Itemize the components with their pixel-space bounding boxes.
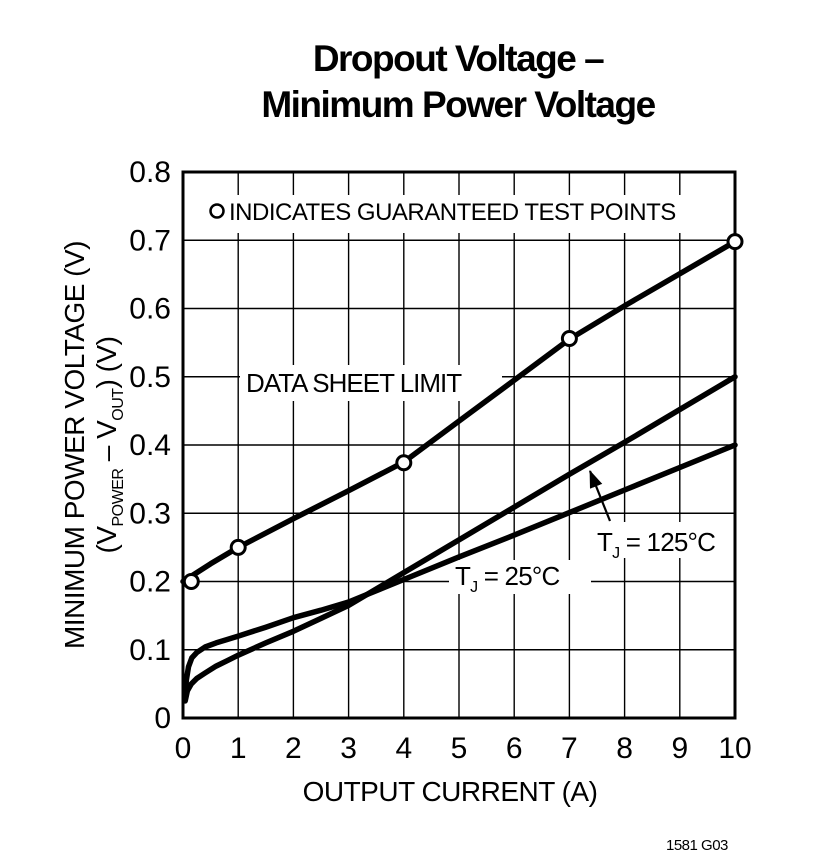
x-tick-label: 6 <box>506 732 523 765</box>
chart-title-line2: Minimum Power Voltage <box>261 84 656 125</box>
y-tick-label: 0.2 <box>129 566 171 599</box>
x-tick-label: 4 <box>395 732 412 765</box>
x-tick-label: 3 <box>340 732 357 765</box>
guaranteed-test-points <box>182 233 744 590</box>
x-tick-label: 5 <box>451 732 468 765</box>
test-point-marker <box>560 330 578 348</box>
x-tick-label: 10 <box>718 732 751 765</box>
data-sheet-limit-label: DATA SHEET LIMIT <box>246 368 462 398</box>
curve-tj-125 <box>182 374 738 704</box>
legend-mask <box>197 195 699 233</box>
gridlines <box>183 172 735 718</box>
y-tick-label: 0.1 <box>129 634 171 667</box>
y-tick-label: 0.6 <box>129 293 171 326</box>
y-axis-label-line1: MINIMUM POWER VOLTAGE (V) <box>59 241 90 649</box>
figure-id-note: 1581 G03 <box>666 837 728 854</box>
x-tick-label: 1 <box>230 732 247 765</box>
tj-125-arrow <box>588 469 612 522</box>
test-point-marker <box>395 454 413 472</box>
tj-25-mask <box>449 560 591 594</box>
x-tick-label: 0 <box>175 732 192 765</box>
tj-125-label: TJ = 125°C <box>597 527 715 562</box>
chart-title: Dropout Voltage – Minimum Power Voltage <box>178 36 738 128</box>
x-tick-label: 7 <box>561 732 578 765</box>
tick-labels: 0 0.1 0.2 0.3 0.4 0.5 0.6 0.7 0.8 0 1 2 3 4 5 6 7 8 9 10 <box>129 156 751 765</box>
legend-note-text: INDICATES GUARANTEED TEST POINTS <box>229 199 676 226</box>
test-point-marker <box>229 538 247 556</box>
legend-note: INDICATES GUARANTEED TEST POINTS <box>209 199 676 226</box>
x-tick-label: 8 <box>616 732 633 765</box>
y-tick-label: 0 <box>154 702 171 735</box>
x-tick-label: 9 <box>671 732 688 765</box>
y-tick-label: 0.8 <box>129 156 171 189</box>
legend-test-point-icon <box>209 203 225 219</box>
y-tick-label: 0.3 <box>129 497 171 530</box>
y-tick-label: 0.5 <box>129 361 171 394</box>
y-tick-label: 0.7 <box>129 224 171 257</box>
x-tick-label: 2 <box>285 732 302 765</box>
tj-125-mask <box>591 522 739 558</box>
y-tick-label: 0.4 <box>129 429 171 462</box>
test-point-marker <box>182 573 200 590</box>
test-point-marker <box>726 233 744 251</box>
y-axis-label-line2: (VPOWER – VOUT) (V) <box>91 337 127 554</box>
x-axis-label: OUTPUT CURRENT (A) <box>303 776 598 807</box>
data-sheet-limit-mask <box>240 365 502 401</box>
chart-title-line1: Dropout Voltage – <box>312 38 605 79</box>
label-masks <box>197 195 739 594</box>
tj-25-label: TJ = 25°C <box>455 561 559 596</box>
curve-tj-25 <box>182 442 738 701</box>
